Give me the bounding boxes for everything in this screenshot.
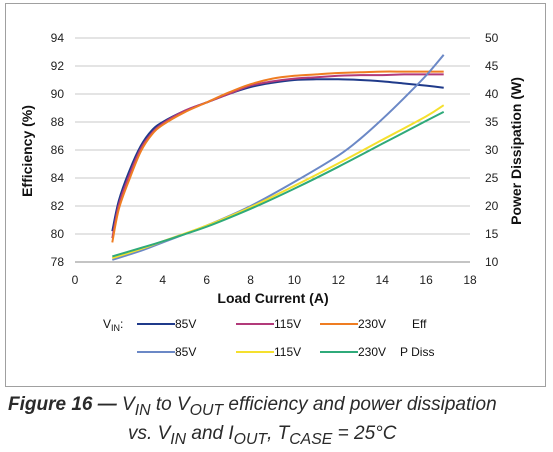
caption-v3: V [157, 422, 171, 444]
x-tick-label: 4 [159, 273, 166, 287]
y-right-tick-label: 50 [485, 31, 499, 45]
legend-pdiss-115v-label: 115V [274, 345, 301, 359]
pdiss-230v-line [112, 111, 445, 258]
caption-figure-number: Figure 16 [8, 394, 93, 415]
caption-v1-sub: IN [134, 401, 151, 419]
y-left-tick-label: 86 [51, 143, 65, 157]
figure-caption: Figure 16 — VIN to VOUT efficiency and p… [8, 393, 548, 451]
series-lines [111, 54, 445, 261]
caption-rest2: = 25°C [332, 422, 397, 444]
y-left-tick-label: 90 [51, 87, 65, 101]
x-tick-label: 8 [247, 273, 254, 287]
caption-v2: V [176, 394, 190, 415]
eff-115v-line [111, 73, 444, 239]
legend-eff-group: Eff [412, 317, 427, 331]
y-right-tick-label: 25 [485, 171, 499, 185]
caption-and: and [186, 422, 229, 444]
y-left-tick-label: 92 [51, 59, 65, 73]
legend-pdiss-230v-label: 230V [358, 345, 386, 359]
caption-dash: — [92, 394, 123, 415]
caption-comma: , [267, 422, 278, 444]
caption-v1: V [122, 394, 135, 415]
x-axis-label: Load Current (A) [217, 290, 328, 306]
legend-pdiss-85v-label: 85V [175, 345, 196, 359]
caption-v3-sub: IN [170, 430, 187, 448]
legend-vin-label: VIN: [103, 317, 123, 333]
legend-eff-230v-label: 230V [358, 317, 386, 331]
eff-230v-line [111, 70, 444, 243]
caption-vs: vs. [128, 422, 158, 444]
x-tick-label: 10 [288, 273, 302, 287]
legend-eff-115v-label: 115V [274, 317, 301, 331]
gridlines [75, 37, 470, 263]
caption-t: T [277, 422, 290, 444]
caption-i-sub: OUT [233, 430, 268, 448]
x-tick-label: 12 [332, 273, 346, 287]
y-left-tick-label: 82 [51, 199, 65, 213]
y-left-tick-label: 84 [51, 171, 65, 185]
caption-rest1: efficiency and power dissipation [223, 394, 497, 415]
x-tick-label: 0 [72, 273, 79, 287]
caption-t-sub: CASE [289, 430, 333, 448]
legend-eff-85v-label: 85V [175, 317, 196, 331]
pdiss-85v-line [112, 54, 445, 261]
x-tick-label: 6 [203, 273, 210, 287]
legend: VIN: Eff P Diss 85V 115V 230V 85V 115V 230V [103, 317, 434, 359]
efficiency-power-chart: 78 80 82 84 86 88 90 92 94 10 15 20 25 30 35 40 45 50 0 2 4 6… [19, 31, 524, 359]
tick-labels: 78 80 82 84 86 88 90 92 94 10 15 20 25 30 35 40 45 50 0 2 4 6… [51, 31, 499, 287]
x-tick-label: 16 [419, 273, 433, 287]
caption-v2-sub: OUT [189, 401, 224, 419]
y-left-tick-label: 94 [51, 31, 65, 45]
y-left-tick-label: 78 [51, 255, 65, 269]
legend-pdiss-group: P Diss [400, 345, 434, 359]
y-left-tick-label: 80 [51, 227, 65, 241]
x-tick-label: 18 [463, 273, 477, 287]
y-right-tick-label: 30 [485, 143, 499, 157]
y-right-tick-label: 45 [485, 59, 499, 73]
caption-to: to [150, 394, 177, 415]
y-right-tick-label: 15 [485, 227, 499, 241]
caption-i: I [228, 422, 234, 444]
y-right-tick-label: 20 [485, 199, 499, 213]
eff-85v-line [111, 78, 444, 232]
pdiss-115v-line [112, 104, 445, 260]
x-tick-label: 14 [376, 273, 390, 287]
y-left-tick-label: 88 [51, 115, 65, 129]
y-right-tick-label: 35 [485, 115, 499, 129]
y-axis-left-label: Efficiency (%) [19, 105, 35, 197]
y-axis-right-label: Power Dissipation (W) [508, 77, 524, 225]
caption-line2: vs. VIN and IOUT, TCASE = 25°C [8, 422, 548, 451]
y-right-tick-label: 40 [485, 87, 499, 101]
x-tick-label: 2 [116, 273, 123, 287]
y-right-tick-label: 10 [485, 255, 499, 269]
